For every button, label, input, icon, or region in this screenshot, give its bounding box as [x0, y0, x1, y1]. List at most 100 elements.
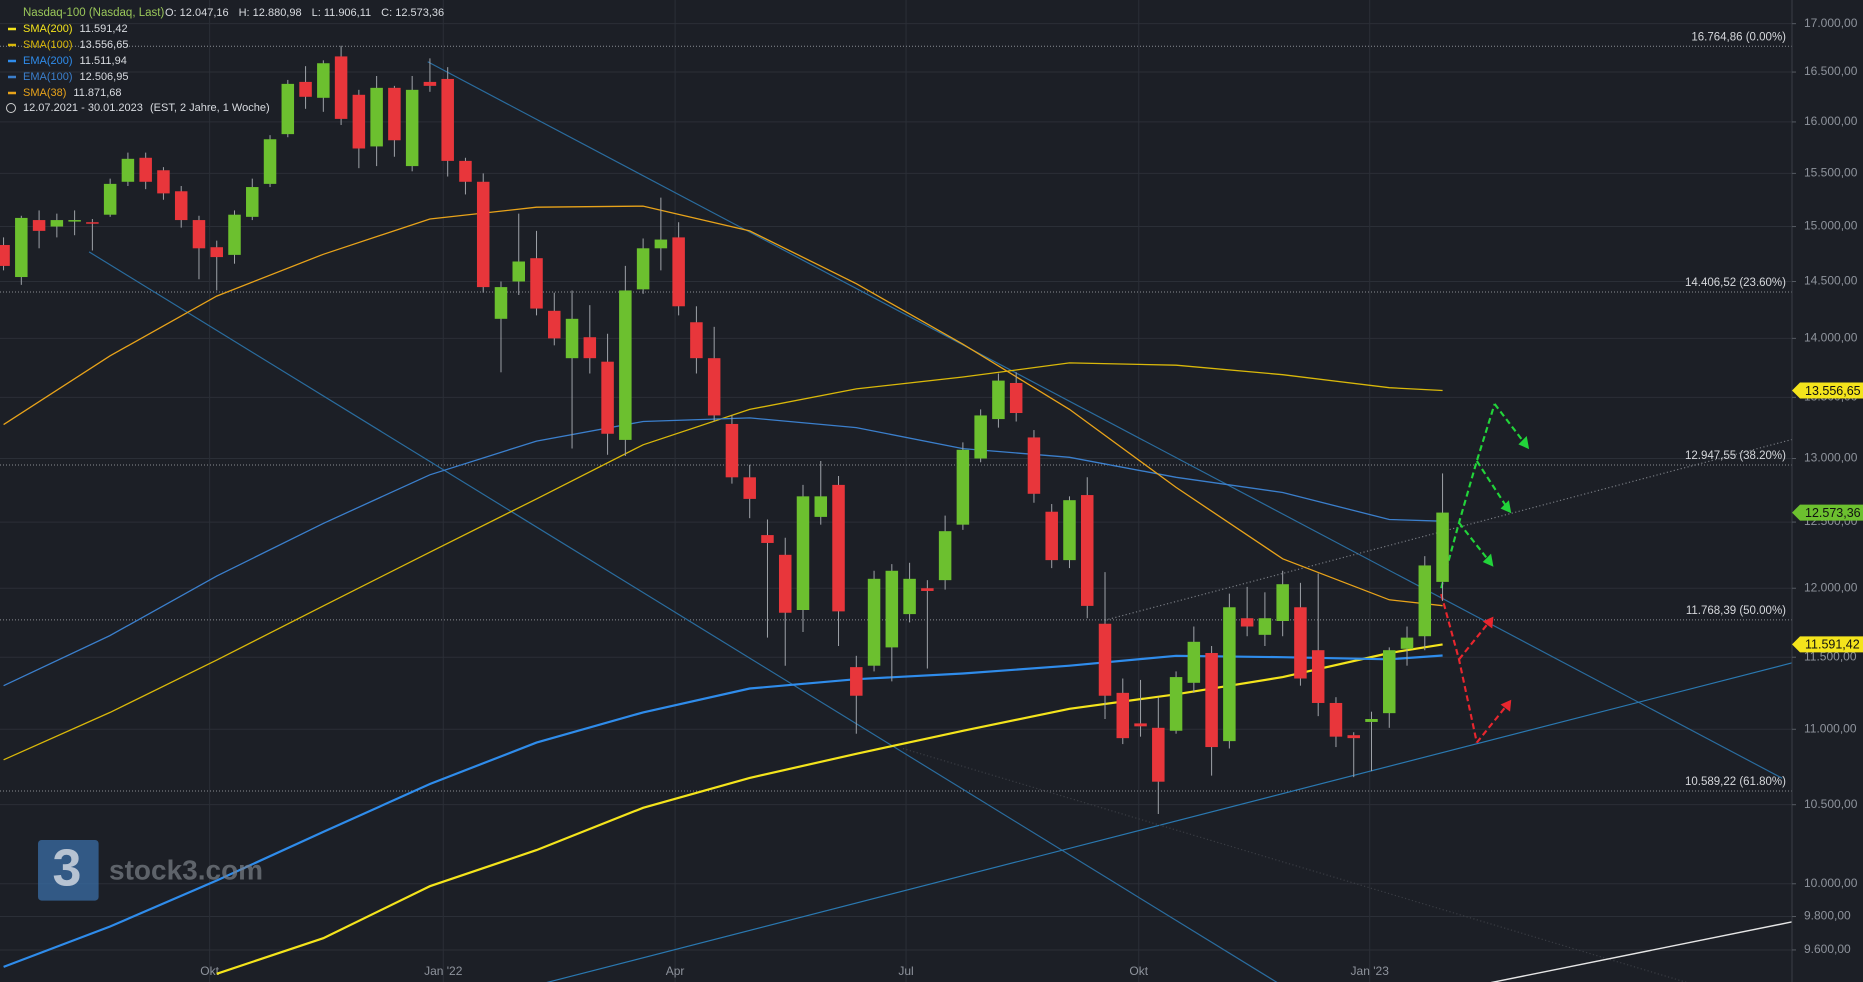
candle-body [1258, 618, 1272, 635]
arrow-head [1482, 616, 1512, 712]
candle-body [583, 337, 597, 359]
y-tick-label: 9.600,00 [1804, 942, 1851, 956]
legend-name: SMA(100) [23, 39, 73, 51]
x-tick-label: Okt [200, 964, 219, 978]
watermark-logo [38, 839, 99, 901]
projection-down [1440, 593, 1508, 744]
y-tick-label: 10.500,00 [1804, 797, 1858, 811]
candle-body [228, 214, 241, 255]
candle-body [15, 217, 28, 278]
candle-body [121, 158, 135, 182]
candle-body [1098, 623, 1112, 696]
x-tick-label: Jan '23 [1351, 964, 1390, 978]
x-tick-label: Okt [1129, 964, 1148, 978]
clock-icon [6, 103, 16, 113]
header-ohlc: L: 11.906,11 [312, 7, 372, 19]
candle-body [1169, 677, 1183, 731]
candle-body [388, 87, 401, 141]
candle-body [139, 157, 152, 182]
price-tag [1792, 382, 1863, 399]
candle-body [192, 220, 206, 249]
candle-body [299, 81, 312, 97]
candle-body [778, 554, 792, 613]
candle-body [281, 83, 295, 135]
projection-up [1440, 403, 1527, 589]
legend-value: 11.871,68 [73, 87, 121, 99]
y-tick-label: 11.500,00 [1804, 649, 1857, 663]
x-tick-label: Apr [666, 964, 685, 978]
candle-body [1347, 735, 1360, 739]
candle-body [654, 239, 668, 249]
candle-body [672, 237, 685, 307]
candle-body [690, 322, 703, 359]
trend-line [88, 251, 1278, 982]
candle-body [210, 247, 223, 258]
candle-body [601, 361, 614, 434]
legend-name: EMA(200) [23, 55, 73, 67]
candle-body [885, 570, 899, 648]
trend-line [427, 61, 1783, 779]
y-tick-label: 17.000,00 [1804, 16, 1858, 30]
candle-body [86, 222, 99, 224]
fib-label: 12.947,55 (38.20%) [1685, 450, 1786, 462]
candle-body [50, 220, 64, 227]
candle-body [1205, 653, 1218, 748]
legend-value: 11.511,94 [80, 55, 127, 67]
trend-line [1490, 921, 1792, 982]
y-tick-label: 13.000,00 [1804, 451, 1858, 465]
candle-body [992, 380, 1005, 420]
legend-value: 12.506,95 [80, 71, 129, 83]
watermark-logo-text: 3 [53, 840, 82, 898]
fib-label: 11.768,39 (50.00%) [1686, 605, 1786, 617]
x-tick-label: Jan '22 [424, 964, 463, 978]
candle-body [1418, 565, 1432, 637]
drawings [38, 61, 1792, 982]
candle-body [441, 78, 454, 161]
fib-label: 16.764,86 (0.00%) [1691, 31, 1786, 43]
candle-body [423, 81, 437, 86]
candle-body [956, 449, 970, 525]
candle-body [103, 183, 117, 215]
fib-label: 10.589,22 (61.80%) [1685, 776, 1786, 788]
indicator-lines [3, 205, 1443, 975]
x-tick-label: Jul [898, 964, 913, 978]
header-title: Nasdaq-100 (Nasdaq, Last) [23, 7, 164, 19]
candle-body [1276, 584, 1289, 621]
legend-value: 11.591,42 [80, 23, 128, 35]
candle-body [263, 139, 277, 184]
candle-body [1329, 702, 1343, 737]
fib-label: 14.406,52 (23.60%) [1685, 277, 1786, 289]
candle-body [938, 531, 952, 581]
candle-body [796, 496, 810, 611]
candle-body [1240, 618, 1254, 627]
trend-line [902, 747, 1688, 982]
price-tag [1792, 636, 1863, 653]
candle-body [32, 220, 46, 231]
candle-body [530, 258, 543, 309]
candle-body [370, 87, 383, 147]
candle-body [334, 56, 348, 119]
candle-body [317, 63, 330, 98]
header-ohlc: H: 12.880,98 [239, 7, 302, 19]
candle-body [1080, 495, 1094, 606]
trend-line [546, 662, 1792, 982]
arrow-head [1482, 436, 1530, 567]
candle-body [743, 477, 756, 499]
candle-body [565, 318, 579, 359]
candle-body [174, 191, 188, 221]
candle-body [903, 578, 916, 615]
candle-body [814, 496, 828, 517]
candle-body [1294, 607, 1307, 679]
price-tags: 13.556,65 12.573,36 11.591,42 [1792, 382, 1863, 653]
candle-body [0, 245, 10, 266]
y-tick-label: 15.000,00 [1804, 219, 1858, 233]
candle-body [476, 181, 490, 288]
indicator-line [3, 205, 1443, 607]
candle-body [867, 578, 881, 666]
y-tick-label: 14.000,00 [1804, 331, 1858, 345]
indicator-line [3, 417, 1443, 687]
legend-name: SMA(200) [23, 23, 73, 35]
candle-body [459, 160, 472, 182]
candle-body [1045, 511, 1058, 561]
